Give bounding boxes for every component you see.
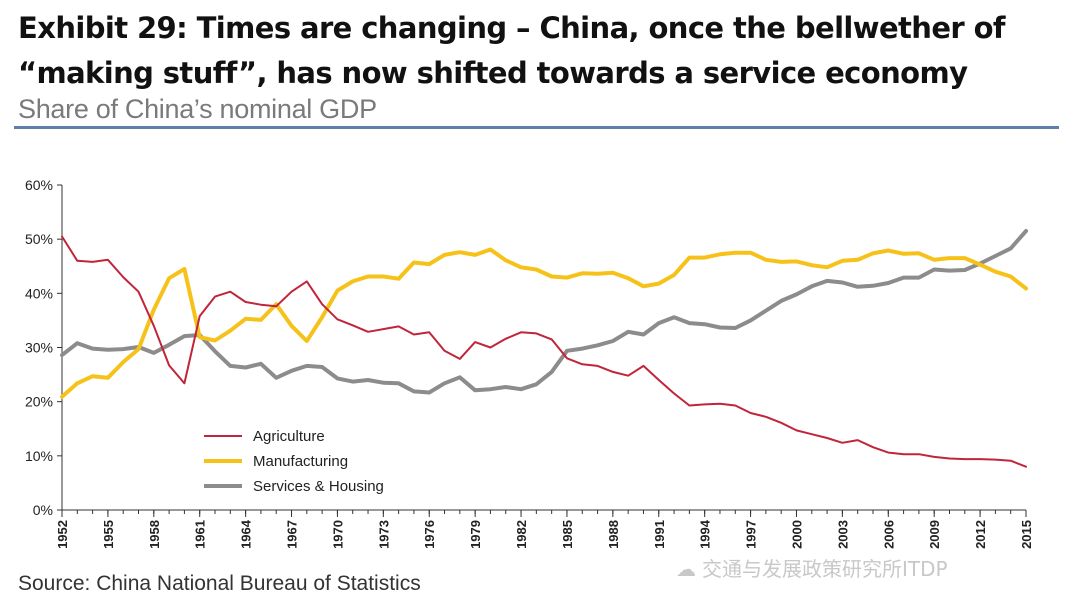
series-line-services-housing — [60, 229, 1028, 395]
x-tick-label: 1997 — [744, 520, 759, 549]
legend-label: Manufacturing — [253, 453, 348, 470]
x-tick-label: 2015 — [1019, 520, 1034, 549]
x-tick-label: 1973 — [376, 520, 391, 549]
x-tick-label: 1985 — [560, 520, 575, 549]
y-tick-label: 0% — [33, 502, 53, 518]
source-note: Source: China National Bureau of Statist… — [18, 572, 421, 595]
chart-title: Exhibit 29: Times are changing – China, … — [18, 11, 1006, 90]
chart-subtitle: Share of China’s nominal GDP — [18, 94, 377, 124]
x-tick-label: 1970 — [330, 520, 345, 549]
x-tick-label: 2009 — [927, 520, 942, 549]
x-tick-label: 1991 — [652, 520, 667, 549]
x-tick-label: 2012 — [973, 520, 988, 549]
y-tick-label: 30% — [25, 340, 53, 356]
series-line-manufacturing — [60, 247, 1028, 399]
x-tick-label: 2003 — [835, 520, 850, 549]
wechat-icon: ☁ — [676, 557, 696, 581]
title-divider — [14, 126, 1059, 129]
x-tick-label: 2006 — [881, 520, 896, 549]
y-tick-label: 60% — [25, 177, 53, 193]
x-tick-label: 1964 — [239, 519, 254, 549]
x-tick-label: 1982 — [514, 520, 529, 549]
series-line-agriculture — [61, 235, 1027, 468]
watermark-text: 交通与发展政策研究所ITDP — [702, 557, 948, 581]
y-tick-label: 40% — [25, 285, 53, 301]
legend-label: Agriculture — [253, 428, 325, 445]
x-tick-label: 1958 — [147, 520, 162, 549]
x-tick-label: 1994 — [698, 519, 713, 549]
y-tick-label: 20% — [25, 394, 53, 410]
x-tick-label: 2000 — [789, 520, 804, 549]
x-tick-label: 1967 — [285, 520, 300, 549]
x-tick-label: 1988 — [606, 520, 621, 549]
watermark: ☁ 交通与发展政策研究所ITDP — [676, 553, 948, 582]
x-tick-label: 1979 — [468, 520, 483, 549]
y-tick-label: 10% — [25, 448, 53, 464]
x-tick-label: 1952 — [55, 520, 70, 549]
y-tick-label: 50% — [25, 231, 53, 247]
x-tick-label: 1961 — [193, 520, 208, 549]
x-tick-label: 1976 — [422, 520, 437, 549]
x-tick-label: 1955 — [101, 520, 116, 549]
legend-label: Services & Housing — [253, 478, 384, 495]
